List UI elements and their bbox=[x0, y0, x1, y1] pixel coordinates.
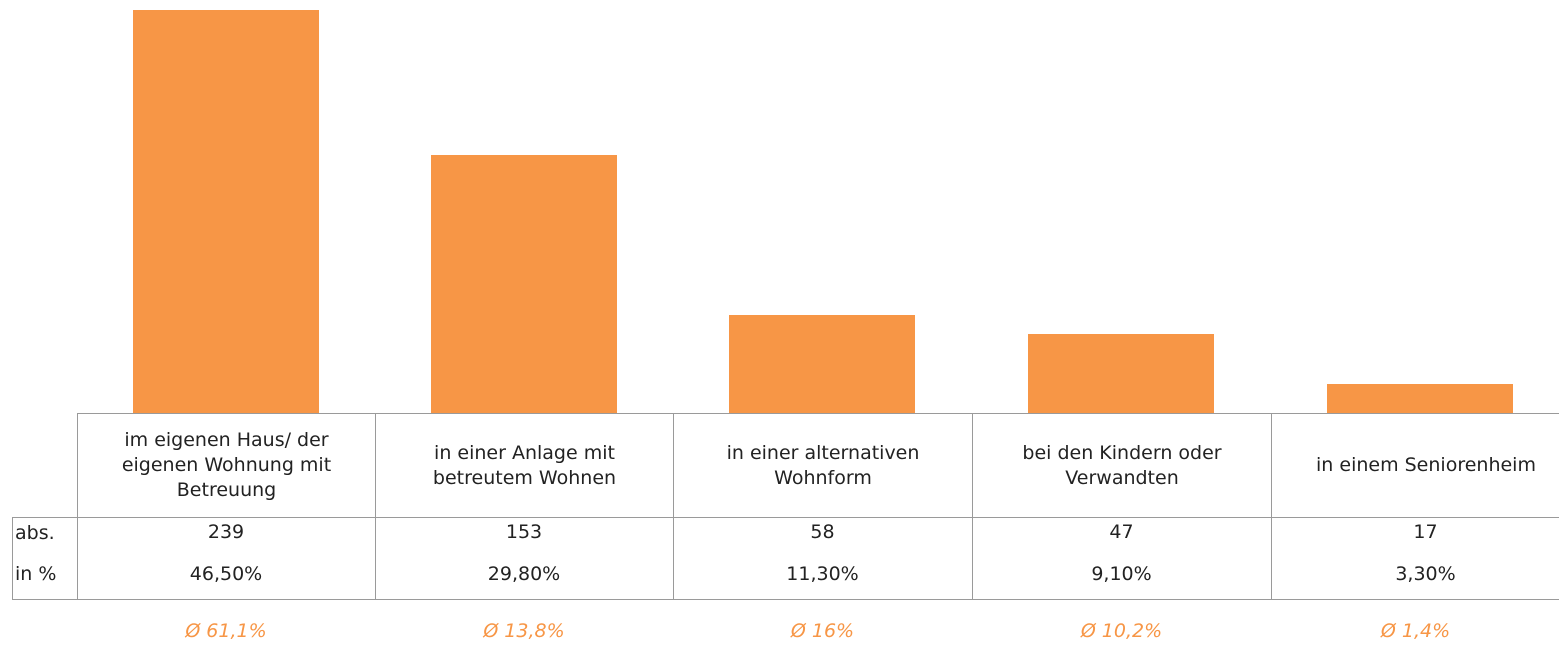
category-cell: in einer alternativen Wohnform bbox=[673, 413, 973, 518]
percent-cell: 3,30% bbox=[1395, 562, 1456, 585]
average-label: Ø 10,2% bbox=[1080, 620, 1163, 642]
bar bbox=[729, 315, 915, 413]
value-cell: 239 bbox=[207, 521, 245, 544]
category-cell: in einer Anlage mit betreutem Wohnen bbox=[375, 413, 674, 518]
value-cell: 17 bbox=[1413, 521, 1438, 544]
average-label: Ø 61,1% bbox=[185, 620, 267, 642]
average-label: Ø 13,8% bbox=[483, 620, 565, 642]
value-cell: 58 bbox=[810, 521, 835, 544]
percent-cell: 46,50% bbox=[189, 562, 263, 585]
percent-cell: 29,80% bbox=[487, 562, 561, 585]
bar bbox=[1327, 384, 1513, 413]
bar bbox=[1028, 333, 1214, 413]
bar bbox=[431, 155, 617, 413]
value-cell: 47 bbox=[1109, 521, 1134, 544]
row-label: in % bbox=[15, 563, 57, 585]
value-box bbox=[1271, 517, 1559, 600]
percent-cell: 11,30% bbox=[786, 562, 859, 585]
category-cell: im eigenen Haus/ der eigenen Wohnung mit… bbox=[77, 413, 376, 518]
average-label: Ø 1,4% bbox=[1380, 620, 1451, 642]
category-cell: in einem Seniorenheim bbox=[1271, 413, 1559, 518]
percent-cell: 9,10% bbox=[1091, 562, 1152, 585]
category-cell: bei den Kindern oder Verwandten bbox=[972, 413, 1272, 518]
average-label: Ø 16% bbox=[790, 620, 855, 642]
value-cell: 153 bbox=[505, 521, 543, 544]
row-label: abs. bbox=[15, 521, 55, 544]
bar bbox=[133, 10, 319, 413]
